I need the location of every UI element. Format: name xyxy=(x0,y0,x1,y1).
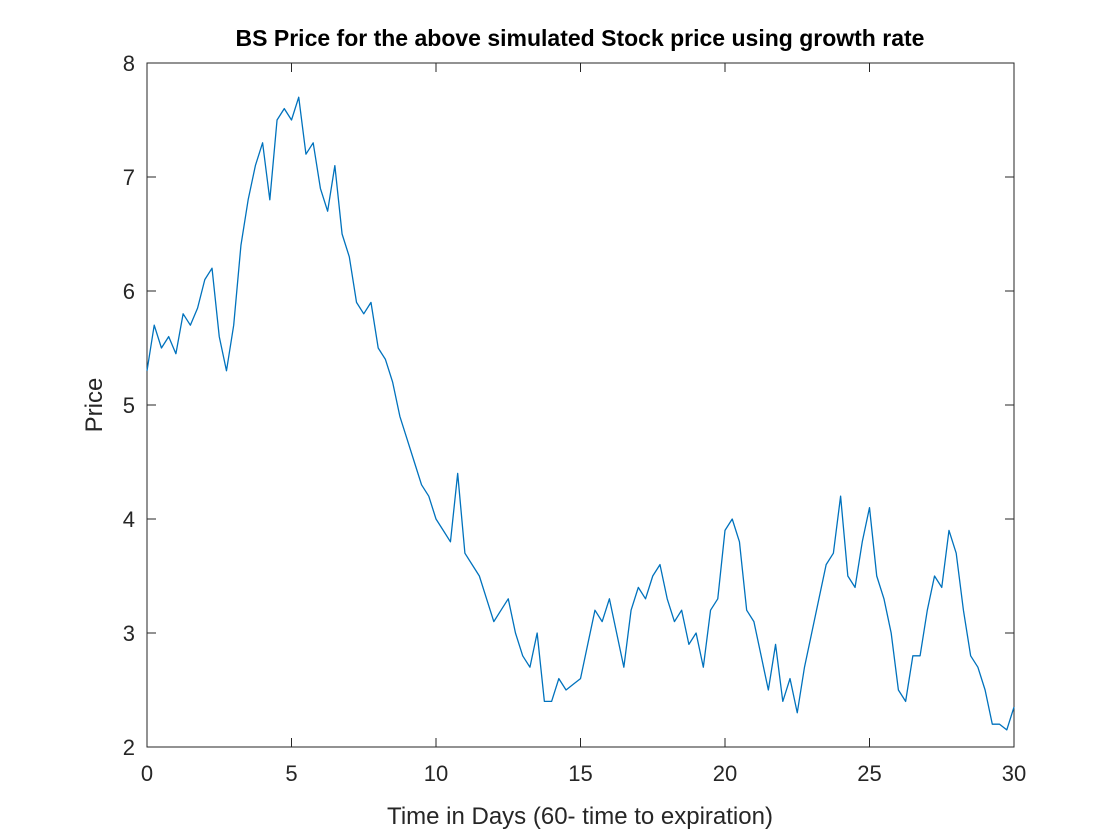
y-tick-label: 6 xyxy=(123,279,135,304)
y-axis-label: Price xyxy=(81,378,108,433)
x-axis-label: Time in Days (60- time to expiration) xyxy=(387,803,773,830)
x-tick-label: 5 xyxy=(285,761,297,786)
x-tick-label: 0 xyxy=(141,761,153,786)
chart-title: BS Price for the above simulated Stock p… xyxy=(236,25,925,51)
x-tick-label: 20 xyxy=(713,761,737,786)
y-tick-label: 4 xyxy=(123,507,135,532)
y-tick-label: 5 xyxy=(123,393,135,418)
y-tick-label: 8 xyxy=(123,51,135,76)
x-tick-label: 10 xyxy=(424,761,448,786)
x-tick-label: 15 xyxy=(568,761,592,786)
y-tick-label: 7 xyxy=(123,165,135,190)
y-tick-label: 3 xyxy=(123,621,135,646)
y-tick-label: 2 xyxy=(123,735,135,760)
x-tick-label: 25 xyxy=(857,761,881,786)
price-line xyxy=(146,96,1015,731)
plot-area xyxy=(146,62,1015,748)
x-tick-label: 30 xyxy=(1002,761,1026,786)
